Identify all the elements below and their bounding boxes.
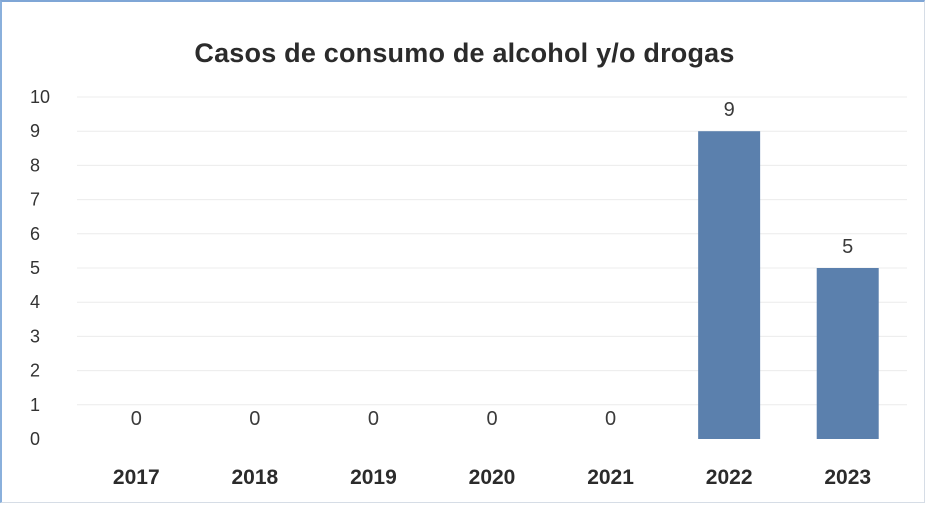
y-tick-label: 8 bbox=[30, 155, 40, 175]
y-tick-label: 3 bbox=[30, 326, 40, 346]
data-label: 9 bbox=[724, 99, 735, 121]
bar bbox=[698, 131, 761, 439]
x-tick-label: 2022 bbox=[706, 466, 753, 489]
x-tick-label: 2017 bbox=[113, 466, 160, 489]
data-label: 0 bbox=[249, 408, 260, 430]
data-label: 0 bbox=[368, 408, 379, 430]
data-label: 0 bbox=[605, 408, 616, 430]
x-tick-label: 2019 bbox=[350, 466, 397, 489]
x-tick-label: 2021 bbox=[587, 466, 634, 489]
y-tick-label: 1 bbox=[30, 395, 40, 415]
bar bbox=[816, 268, 879, 439]
x-tick-label: 2018 bbox=[231, 466, 278, 489]
y-tick-label: 4 bbox=[30, 292, 40, 312]
y-tick-label: 9 bbox=[30, 121, 40, 141]
x-tick-label: 2020 bbox=[469, 466, 516, 489]
x-tick-label: 2023 bbox=[824, 466, 871, 489]
y-tick-label: 6 bbox=[30, 224, 40, 244]
data-label: 0 bbox=[131, 408, 142, 430]
y-tick-label: 5 bbox=[30, 258, 40, 278]
data-label: 0 bbox=[486, 408, 497, 430]
y-tick-label: 2 bbox=[30, 361, 40, 381]
y-tick-label: 10 bbox=[30, 87, 50, 107]
chart-title: Casos de consumo de alcohol y/o drogas bbox=[194, 38, 735, 68]
y-tick-label: 7 bbox=[30, 190, 40, 210]
data-label: 5 bbox=[842, 236, 853, 258]
y-tick-label: 0 bbox=[30, 429, 40, 449]
